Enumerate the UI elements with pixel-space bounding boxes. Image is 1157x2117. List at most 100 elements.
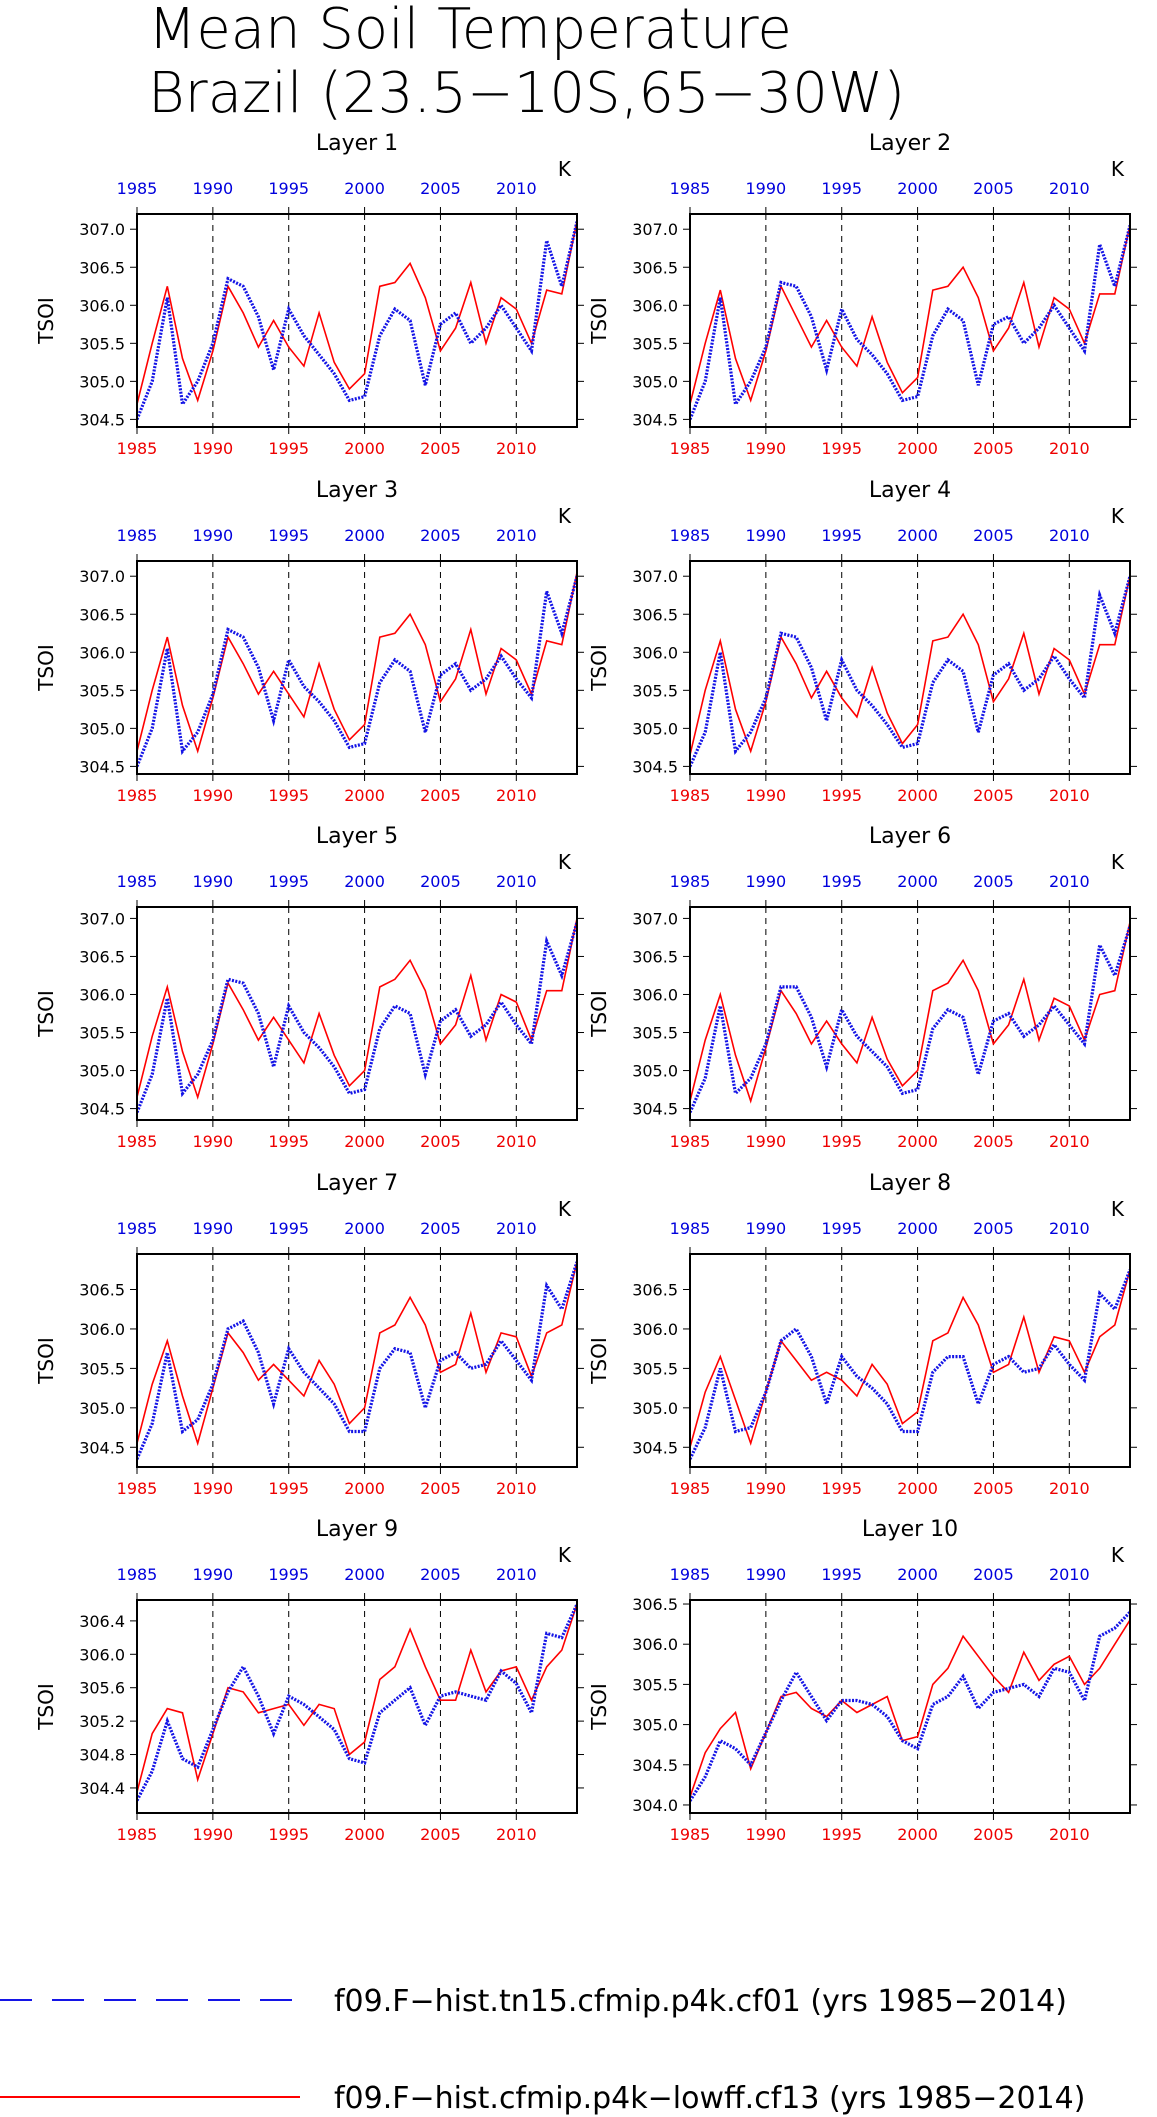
x-tick-label-bottom: 2000 [897, 786, 938, 805]
y-tick-label: 306.0 [632, 985, 678, 1004]
x-tick-label-top: 1990 [193, 1219, 234, 1238]
series-line-a [690, 1269, 1130, 1460]
y-tick-label: 304.5 [79, 757, 125, 776]
x-tick-label-bottom: 1985 [670, 439, 711, 458]
y-axis-label: TSOI [587, 1337, 611, 1385]
y-tick-label: 307.0 [79, 567, 125, 586]
y-tick-label: 305.0 [632, 1399, 678, 1418]
y-tick-label: 305.0 [632, 372, 678, 391]
plot-frame [136, 213, 578, 428]
x-tick-label-bottom: 2005 [973, 786, 1014, 805]
y-tick-label: 306.5 [632, 1595, 678, 1614]
x-tick-label-bottom: 2005 [420, 1132, 461, 1151]
panel-8: Layer 8 K TSOI 1985 1985 1990 1990 1995 1995 2000… [587, 1171, 1137, 1498]
series-line-a [690, 225, 1130, 420]
x-tick-label-bottom: 2010 [1049, 1132, 1090, 1151]
y-tick-label: 307.0 [79, 909, 125, 928]
y-tick-label: 305.5 [632, 1675, 678, 1694]
x-tick-label-bottom: 2000 [344, 1132, 385, 1151]
x-tick-label-bottom: 1985 [670, 1479, 711, 1498]
x-tick-label-bottom: 1995 [821, 439, 862, 458]
y-tick-label: 307.0 [632, 909, 678, 928]
x-tick-label-bottom: 1990 [193, 786, 234, 805]
x-tick-label-top: 1985 [670, 526, 711, 545]
y-axis-label: TSOI [587, 297, 611, 345]
y-tick-label: 306.5 [632, 258, 678, 277]
x-tick-label-top: 1995 [821, 1565, 862, 1584]
y-tick-label: 306.5 [632, 1281, 678, 1300]
y-tick-label: 306.4 [79, 1612, 125, 1631]
x-tick-label-top: 2010 [496, 1565, 537, 1584]
y-tick-label: 306.0 [79, 643, 125, 662]
units-label: K [1111, 504, 1125, 528]
y-tick-label: 307.0 [79, 220, 125, 239]
y-axis-label: TSOI [34, 990, 58, 1038]
plot-frame [689, 560, 1131, 775]
x-tick-label-top: 2000 [344, 526, 385, 545]
y-tick-label: 305.5 [632, 334, 678, 353]
y-tick-label: 306.0 [632, 1635, 678, 1654]
panel-title: Layer 9 [316, 1517, 398, 1542]
panel-title: Layer 10 [862, 1517, 958, 1542]
panel-5: Layer 5 K TSOI 1985 1985 1990 1990 1995 1995 2000… [34, 824, 584, 1151]
x-tick-label-bottom: 2000 [897, 439, 938, 458]
series-line-b [137, 918, 577, 1100]
x-tick-label-top: 1995 [821, 872, 862, 891]
x-tick-label-top: 2005 [420, 179, 461, 198]
y-tick-label: 305.6 [79, 1679, 125, 1698]
y-tick-label: 306.5 [632, 947, 678, 966]
series-line-b [690, 1619, 1130, 1798]
x-tick-label-bottom: 2005 [420, 1479, 461, 1498]
y-tick-label: 306.0 [632, 296, 678, 315]
plot-frame [689, 213, 1131, 428]
panel-title: Layer 3 [316, 478, 398, 503]
x-tick-label-bottom: 2000 [344, 786, 385, 805]
x-tick-label-top: 2000 [897, 1565, 938, 1584]
units-label: K [1111, 157, 1125, 181]
x-tick-label-bottom: 2010 [1049, 439, 1090, 458]
y-tick-label: 305.0 [632, 1716, 678, 1735]
x-tick-label-bottom: 1985 [670, 786, 711, 805]
x-tick-label-bottom: 2000 [344, 1479, 385, 1498]
x-tick-label-bottom: 1995 [821, 1825, 862, 1844]
x-tick-label-bottom: 1985 [670, 1825, 711, 1844]
x-tick-label-bottom: 1985 [117, 1825, 158, 1844]
series-line-b [690, 225, 1130, 405]
y-tick-label: 306.0 [79, 296, 125, 315]
y-tick-label: 304.5 [632, 757, 678, 776]
panel-title: Layer 7 [316, 1171, 398, 1196]
y-tick-label: 306.5 [79, 605, 125, 624]
y-tick-label: 306.0 [632, 643, 678, 662]
x-tick-label-top: 1985 [670, 1565, 711, 1584]
x-tick-label-bottom: 1985 [117, 439, 158, 458]
y-axis-label: TSOI [587, 1683, 611, 1731]
y-tick-label: 304.5 [632, 410, 678, 429]
y-tick-label: 304.5 [632, 1100, 678, 1119]
units-label: K [558, 157, 572, 181]
x-tick-label-top: 1985 [117, 1565, 158, 1584]
figure-title-line-2: Brazil (23.5−10S,65−30W) [148, 61, 905, 126]
panel-2: Layer 2 K TSOI 1985 1985 1990 1990 1995 1995 2000… [587, 131, 1137, 458]
y-tick-label: 304.4 [79, 1779, 125, 1798]
x-tick-label-bottom: 2005 [973, 439, 1014, 458]
y-tick-label: 305.5 [632, 1024, 678, 1043]
units-label: K [558, 504, 572, 528]
x-tick-label-top: 2005 [420, 526, 461, 545]
x-tick-label-top: 1985 [670, 179, 711, 198]
y-tick-label: 304.5 [632, 1438, 678, 1457]
legend-label-series-b: f09.F−hist.cfmip.p4k−lowff.cf13 (yrs 198… [334, 2081, 1085, 2116]
panel-title: Layer 5 [316, 824, 398, 849]
x-tick-label-bottom: 2010 [496, 1825, 537, 1844]
x-tick-label-top: 2000 [344, 872, 385, 891]
y-tick-label: 304.5 [79, 1100, 125, 1119]
y-tick-label: 307.0 [632, 220, 678, 239]
x-tick-label-bottom: 2005 [973, 1825, 1014, 1844]
series-line-a [690, 575, 1130, 768]
x-tick-label-bottom: 1990 [746, 1825, 787, 1844]
x-tick-label-top: 2010 [1049, 1219, 1090, 1238]
x-tick-label-bottom: 1985 [117, 1479, 158, 1498]
x-tick-label-bottom: 1990 [746, 439, 787, 458]
x-tick-label-top: 2000 [344, 179, 385, 198]
x-tick-label-bottom: 1990 [193, 1479, 234, 1498]
